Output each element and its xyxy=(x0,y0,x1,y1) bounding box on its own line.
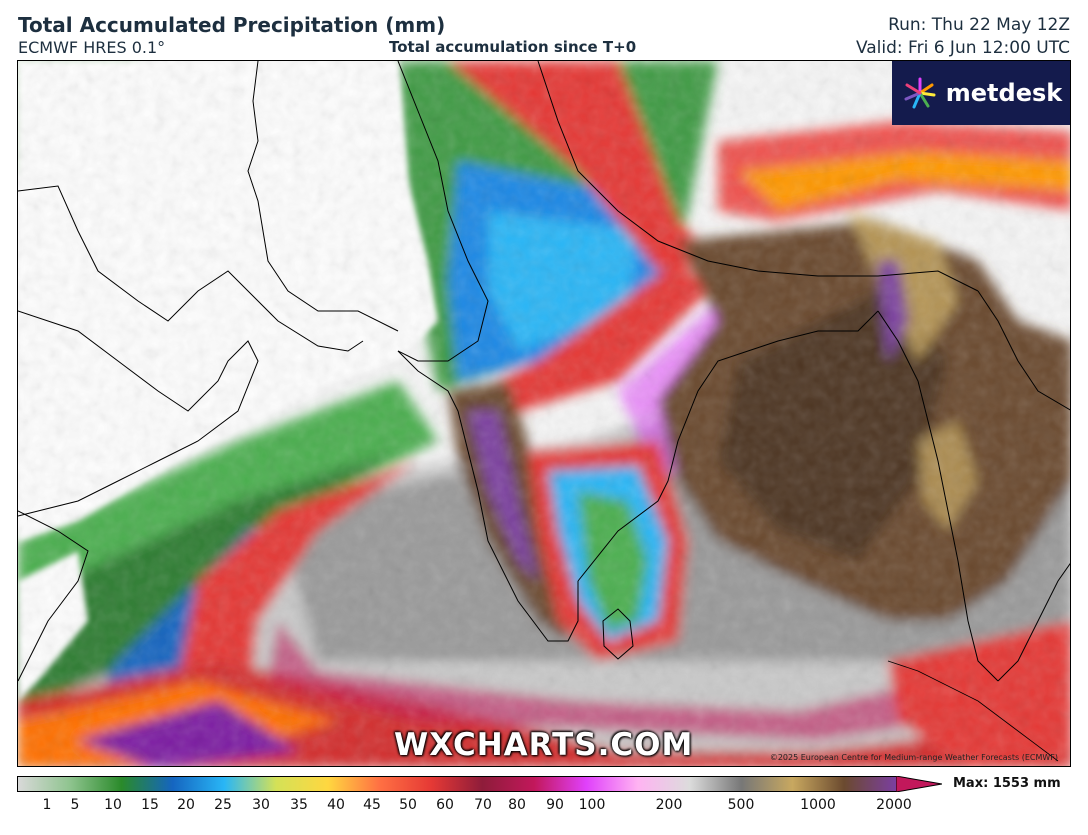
colorbar-ticks: 1 5 10 15 20 25 30 35 40 45 50 60 70 80 90 100 200 500 100… xyxy=(17,797,917,817)
colorbar xyxy=(17,776,897,792)
colorbar-tick-label: 20 xyxy=(177,797,195,813)
model-label: ECMWF HRES 0.1° xyxy=(18,38,166,57)
colorbar-tick-label: 200 xyxy=(655,797,683,813)
metdesk-logo-icon xyxy=(904,77,936,109)
copyright-notice: ©2025 European Centre for Medium-range W… xyxy=(769,753,1058,762)
metdesk-logo-text: metdesk xyxy=(945,79,1063,107)
wxcharts-watermark: WXCHARTS.COM xyxy=(394,727,694,763)
chart-title: Total Accumulated Precipitation (mm) xyxy=(18,13,446,37)
colorbar-tick-label: 30 xyxy=(252,797,270,813)
colorbar-tick-label: 100 xyxy=(578,797,606,813)
colorbar-tick-label: 5 xyxy=(70,797,80,813)
colorbar-tick-label: 2000 xyxy=(876,797,912,813)
colorbar-tick-label: 70 xyxy=(474,797,492,813)
colorbar-tick-label: 50 xyxy=(399,797,417,813)
run-time: Run: Thu 22 May 12Z xyxy=(888,15,1070,35)
colorbar-tick-label: 35 xyxy=(290,797,308,813)
colorbar-tick-label: 80 xyxy=(508,797,526,813)
chart-subtitle: Total accumulation since T+0 xyxy=(389,38,637,56)
valid-time: Valid: Fri 6 Jun 12:00 UTC xyxy=(855,38,1070,58)
colorbar-tick-label: 25 xyxy=(214,797,232,813)
colorbar-tick-label: 1000 xyxy=(800,797,836,813)
colorbar-tick-label: 1 xyxy=(42,797,52,813)
metdesk-logo: metdesk xyxy=(892,61,1070,125)
colorbar-tick-label: 10 xyxy=(104,797,122,813)
map-graphic xyxy=(18,61,1070,766)
max-value-label: Max: 1553 mm xyxy=(953,776,1061,791)
colorbar-extend-arrow xyxy=(896,776,942,792)
colorbar-tick-label: 90 xyxy=(546,797,564,813)
colorbar-tick-label: 15 xyxy=(141,797,159,813)
colorbar-tick-label: 40 xyxy=(327,797,345,813)
precipitation-map: metdesk WXCHARTS.COM ©2025 European Cent… xyxy=(17,60,1071,767)
colorbar-tick-label: 500 xyxy=(727,797,755,813)
colorbar-tick-label: 45 xyxy=(363,797,381,813)
colorbar-tick-label: 60 xyxy=(436,797,454,813)
